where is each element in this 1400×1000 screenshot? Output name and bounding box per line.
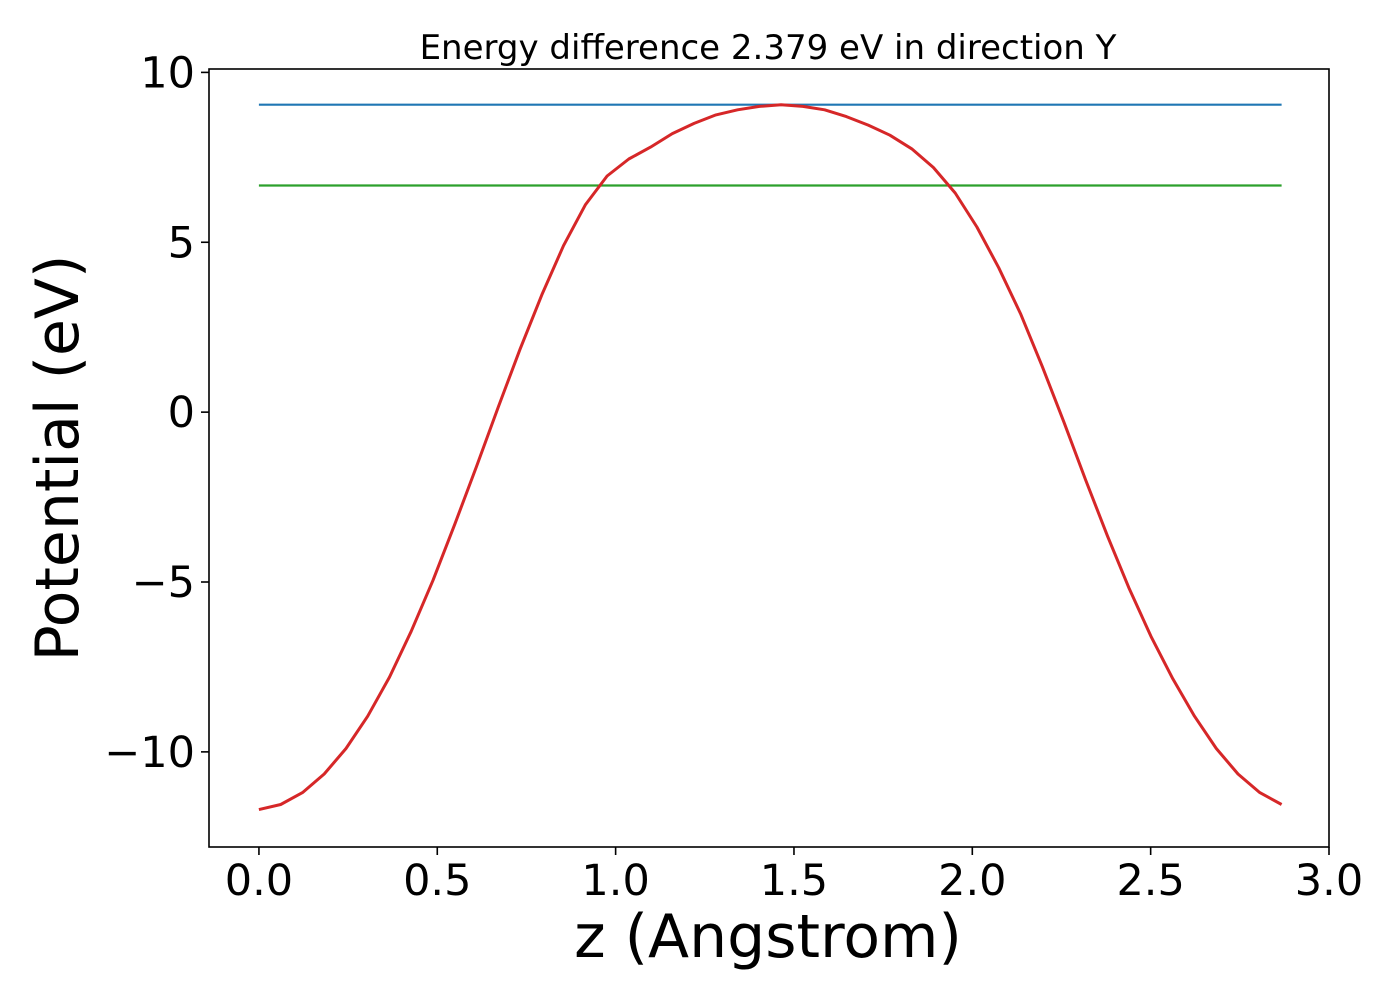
x-tick-label: 2.5 (1116, 856, 1184, 906)
plot-area (258, 103, 1283, 812)
x-axis-label: z (Angstrom) (574, 902, 962, 972)
y-axis-label: Potential (eV) (23, 255, 93, 662)
x-tick-label: 3.0 (1295, 856, 1363, 906)
axes: 0.0 0.5 1.0 1.5 2.0 2.5 3.0 10 5 0 −5 −10 (104, 48, 1363, 906)
y-tick-label: −5 (132, 558, 195, 608)
x-tick-label: 1.0 (581, 856, 649, 906)
y-tick-label: 5 (168, 218, 195, 268)
plot-frame (208, 68, 1330, 848)
x-tick-label: 2.0 (938, 856, 1006, 906)
y-tick-label: 10 (140, 48, 195, 98)
x-tick-label: 0.5 (403, 856, 471, 906)
x-tick-label: 1.5 (760, 856, 828, 906)
chart-title: Energy difference 2.379 eV in direction … (420, 28, 1117, 68)
y-tick-label: −10 (104, 728, 195, 778)
x-tick-label: 0.0 (225, 856, 293, 906)
y-tick-label: 0 (168, 388, 195, 438)
series-line-0 (258, 103, 1283, 812)
